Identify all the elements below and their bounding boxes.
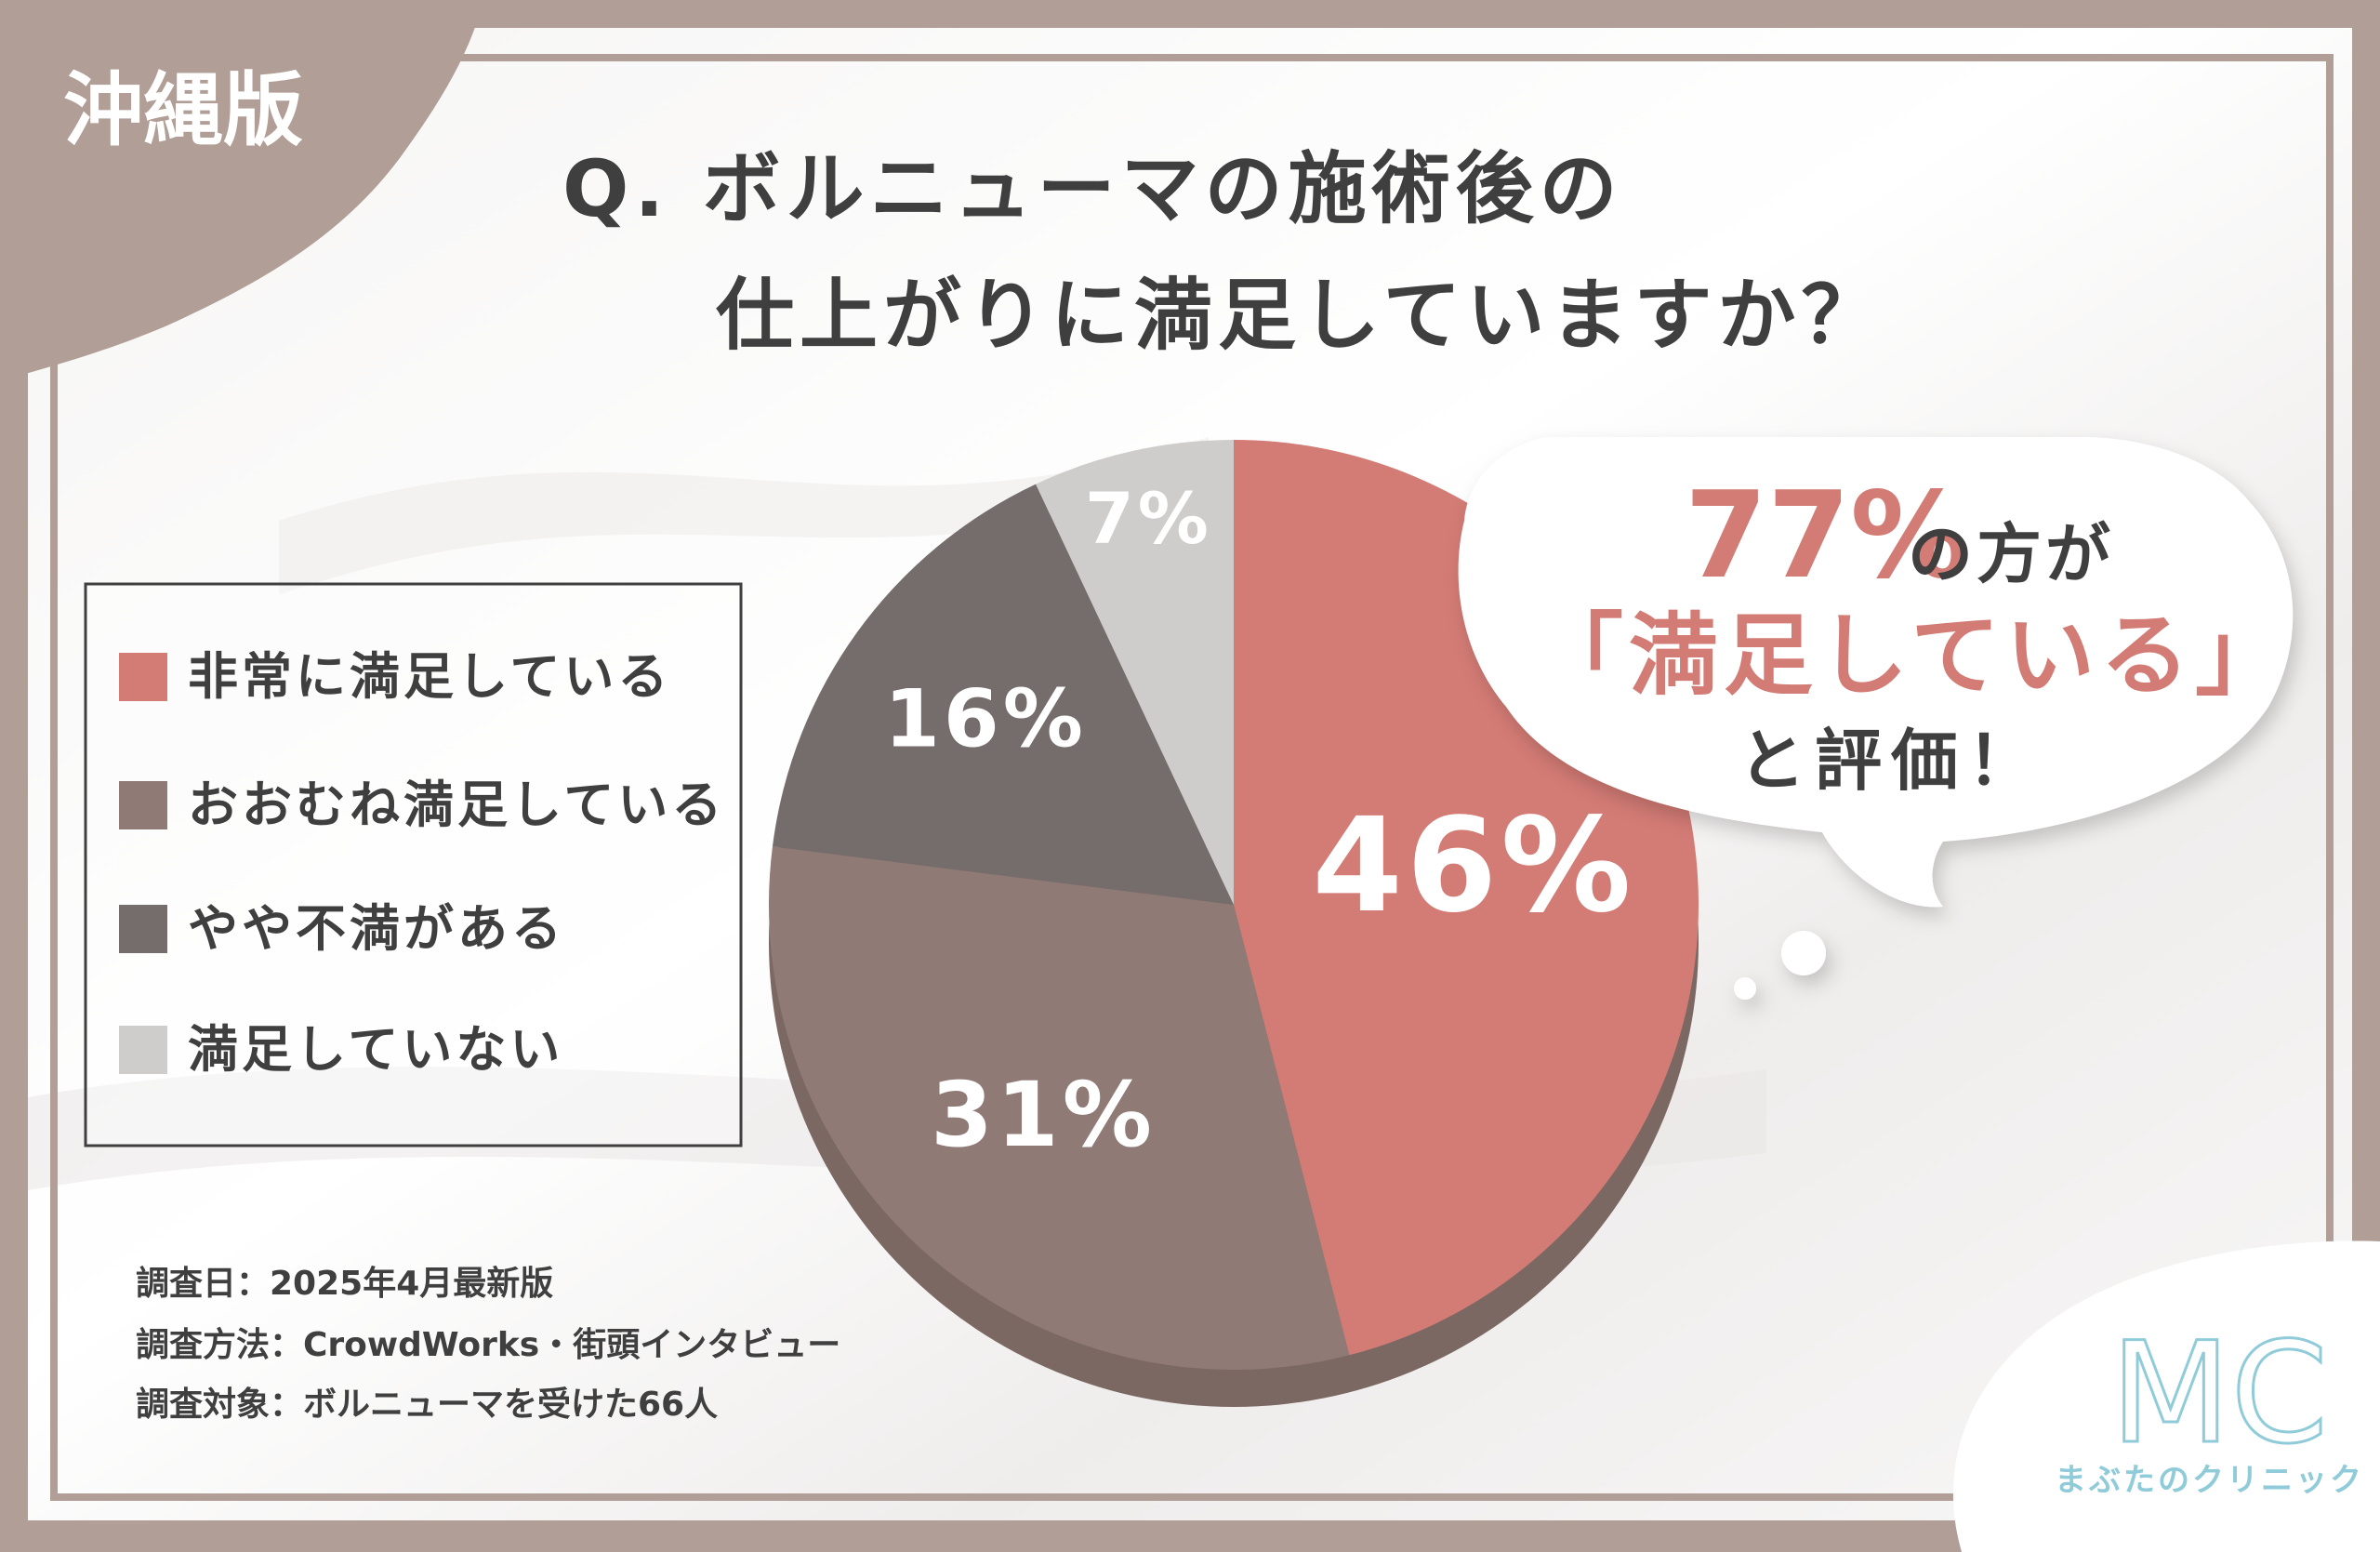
speech-bubble-body	[1458, 437, 2294, 908]
speech-bubble	[1458, 437, 2294, 1000]
background-streak	[279, 437, 1209, 595]
pie-labels: 46% 31% 16% 7%	[884, 477, 1634, 1167]
bubble-dot-small	[1734, 977, 1756, 1000]
legend-swatch-mostly-satisfied	[119, 781, 167, 829]
bubble-line-3-text: と評価！	[1739, 722, 2043, 800]
logo-blob	[1952, 1240, 2380, 1552]
pie-slice-slightly-dissatisfied	[772, 484, 1234, 905]
legend-label-very-satisfied: 非常に満足している	[188, 647, 671, 706]
legend-swatch-slightly-dissatisfied	[119, 905, 167, 953]
pie-slice-mostly-satisfied	[768, 846, 1350, 1371]
legend: 非常に満足している おおむね満足している やや不満がある 満足していない	[84, 582, 743, 1147]
legend-label-mostly-satisfied: おおむね満足している	[188, 776, 725, 834]
pie-label-not-satisfied: 7%	[1085, 477, 1212, 560]
bubble-dot-large	[1781, 931, 1826, 975]
pie-slice-not-satisfied	[1036, 440, 1234, 905]
pie-label-slightly-dissatisfied: 16%	[884, 672, 1087, 765]
logo-name: まぶたのクリニック	[2055, 1462, 2364, 1499]
legend-box	[84, 582, 743, 1147]
pie-label-mostly-satisfied: 31%	[931, 1063, 1156, 1167]
legend-label-not-satisfied: 満足していない	[188, 1020, 563, 1079]
logo-mark: MC	[2110, 1313, 2328, 1475]
question-line-2: 仕上がりに満足していますか？	[716, 270, 1884, 361]
question-line-1: Q. ボルニューマの施術後の	[562, 143, 1623, 234]
clinic-logo: MC まぶたのクリニック	[2055, 1312, 2364, 1500]
survey-target: 調査対象：ボルニューマを受けた66人	[136, 1386, 718, 1424]
bubble-line-2-highlight: 「満足している」	[1534, 604, 2290, 708]
bubble-percent: 77%	[1685, 467, 1969, 605]
bubble-line-1-text: の方が	[1908, 516, 2114, 592]
survey-method: 調査方法：CrowdWorks・街頭インタビュー	[136, 1326, 840, 1364]
legend-swatch-not-satisfied	[119, 1026, 167, 1074]
frame-line	[50, 54, 2334, 1501]
badge-blob	[0, 0, 483, 381]
legend-label-slightly-dissatisfied: やや不満がある	[188, 899, 565, 958]
pie-label-very-satisfied: 46%	[1312, 790, 1634, 942]
region-badge: 沖縄版	[63, 64, 303, 157]
legend-swatch-very-satisfied	[119, 653, 167, 701]
survey-date: 調査日：2025年4月最新版	[136, 1265, 553, 1303]
